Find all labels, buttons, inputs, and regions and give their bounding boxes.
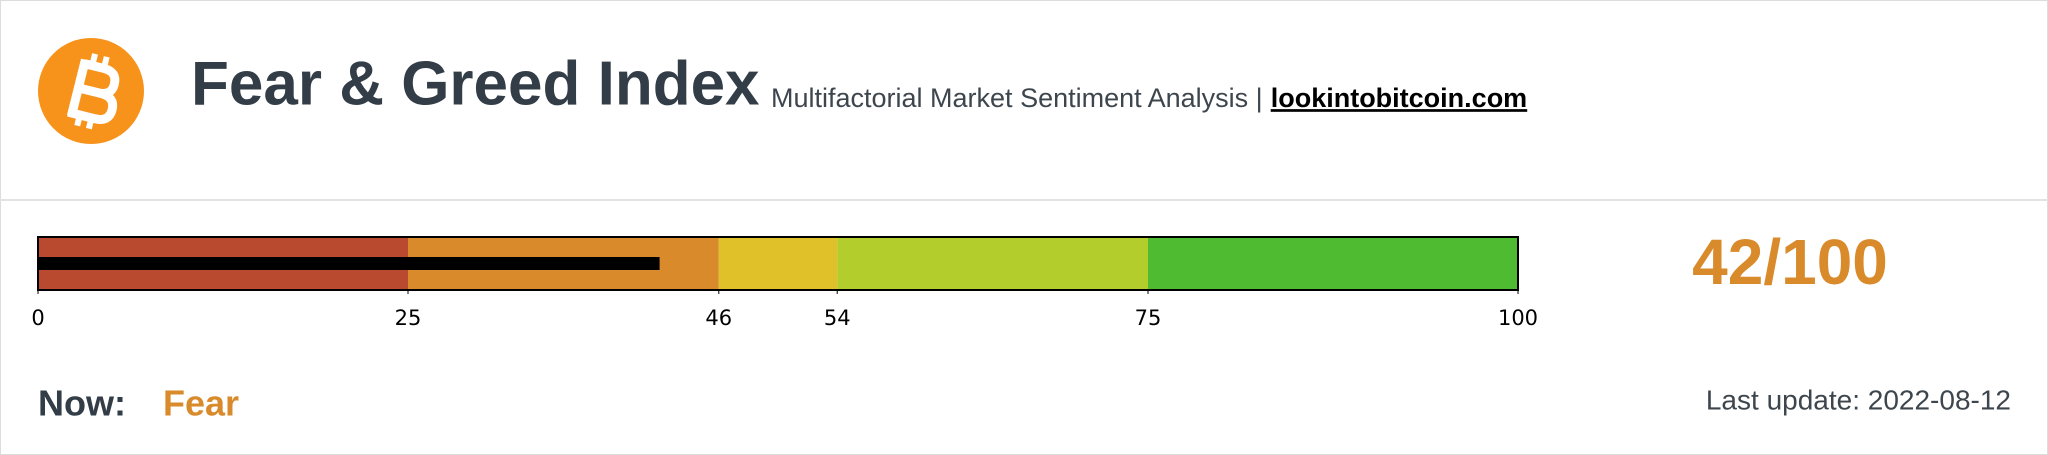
subtitle: Multifactorial Market Sentiment Analysis… bbox=[771, 83, 1263, 113]
last-update: Last update: 2022-08-12 bbox=[1706, 384, 2011, 415]
status-label: Now: bbox=[38, 383, 126, 424]
x-tick-label: 0 bbox=[31, 306, 44, 330]
value-bar bbox=[38, 257, 660, 270]
x-tick-label: 100 bbox=[1498, 306, 1538, 330]
x-tick-label: 54 bbox=[824, 306, 851, 330]
status-value: Fear bbox=[163, 383, 239, 424]
x-tick-label: 75 bbox=[1135, 306, 1162, 330]
site-link[interactable]: lookintobitcoin.com bbox=[1271, 83, 1528, 113]
gauge: 0 25 46 54 75 100 bbox=[31, 236, 1538, 330]
gauge-band bbox=[837, 237, 1148, 290]
gauge-band bbox=[718, 237, 838, 290]
gauge-band bbox=[1148, 237, 1518, 290]
title: Fear & Greed Index bbox=[191, 49, 760, 118]
x-tick-label: 46 bbox=[705, 306, 732, 330]
score-label: 42/100 bbox=[1692, 226, 1888, 298]
x-tick-label: 25 bbox=[395, 306, 422, 330]
bitcoin-logo bbox=[38, 38, 144, 144]
